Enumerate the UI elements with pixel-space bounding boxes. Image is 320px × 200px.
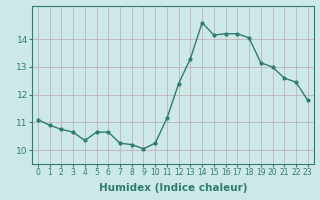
X-axis label: Humidex (Indice chaleur): Humidex (Indice chaleur) xyxy=(99,183,247,193)
